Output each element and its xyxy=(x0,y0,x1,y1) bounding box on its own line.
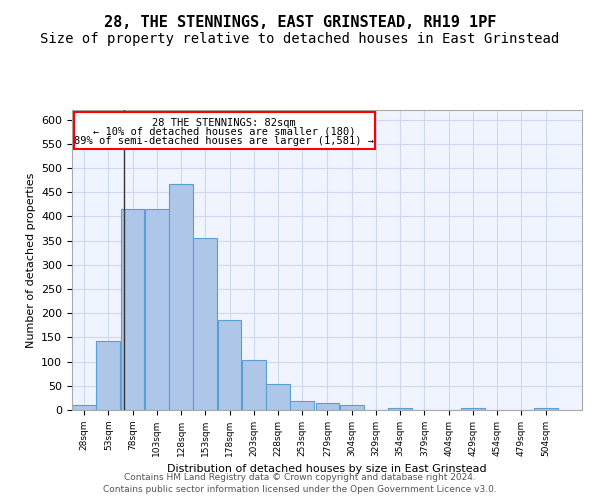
Text: Contains HM Land Registry data © Crown copyright and database right 2024.: Contains HM Land Registry data © Crown c… xyxy=(124,473,476,482)
Text: 89% of semi-detached houses are larger (1,581) →: 89% of semi-detached houses are larger (… xyxy=(74,136,374,145)
Text: ← 10% of detached houses are smaller (180): ← 10% of detached houses are smaller (18… xyxy=(93,127,355,137)
X-axis label: Distribution of detached houses by size in East Grinstead: Distribution of detached houses by size … xyxy=(167,464,487,474)
Bar xyxy=(266,384,290,410)
Text: Contains public sector information licensed under the Open Government Licence v3: Contains public sector information licen… xyxy=(103,484,497,494)
Bar xyxy=(340,405,364,410)
Bar xyxy=(193,238,217,410)
Bar xyxy=(97,341,120,410)
Bar xyxy=(290,402,314,410)
Bar xyxy=(242,360,266,410)
Bar xyxy=(388,408,412,410)
Bar xyxy=(534,408,557,410)
Bar xyxy=(316,403,340,410)
Text: Size of property relative to detached houses in East Grinstead: Size of property relative to detached ho… xyxy=(40,32,560,46)
Bar xyxy=(72,405,96,410)
Y-axis label: Number of detached properties: Number of detached properties xyxy=(26,172,35,348)
Text: 28 THE STENNINGS: 82sqm: 28 THE STENNINGS: 82sqm xyxy=(152,118,296,128)
Bar xyxy=(218,320,241,410)
Text: 28, THE STENNINGS, EAST GRINSTEAD, RH19 1PF: 28, THE STENNINGS, EAST GRINSTEAD, RH19 … xyxy=(104,15,496,30)
Bar xyxy=(145,209,169,410)
Bar xyxy=(461,408,485,410)
Bar xyxy=(121,209,145,410)
FancyBboxPatch shape xyxy=(74,112,374,148)
Bar xyxy=(169,184,193,410)
